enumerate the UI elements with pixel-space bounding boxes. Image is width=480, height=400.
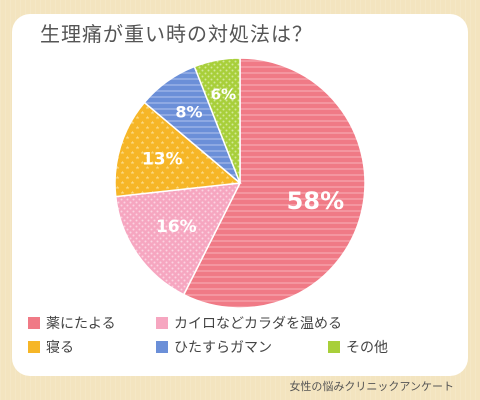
legend-swatch — [156, 341, 168, 353]
pie-slice — [193, 57, 241, 184]
pie-slice — [114, 182, 242, 296]
legend-swatch — [28, 341, 40, 353]
legend-swatch — [28, 317, 40, 329]
legend-label: ひたすらガマン — [174, 340, 272, 356]
slice-label: 8% — [175, 102, 202, 121]
legend-swatch — [328, 341, 340, 353]
chart-title: 生理痛が重い時の対処法は？ — [40, 22, 313, 46]
slice-label: 16% — [156, 217, 197, 237]
pie-slice — [114, 101, 242, 198]
legend-item: ひたすらガマン — [156, 337, 272, 357]
pie-slice — [182, 57, 366, 309]
legend-item: カイロなどカラダを温める — [156, 313, 342, 333]
legend-label: 寝る — [46, 340, 74, 356]
legend-label: カイロなどカラダを温める — [174, 316, 342, 332]
legend-label: その他 — [346, 340, 388, 356]
slice-label: 6% — [211, 86, 236, 104]
source-credit: 女性の悩みクリニックアンケート — [289, 380, 454, 393]
slice-label: 58% — [287, 187, 344, 215]
chart-legend: 薬にたよる カイロなどカラダを温める 寝る ひたすらガマン その他 — [28, 313, 458, 359]
legend-swatch — [156, 317, 168, 329]
legend-item: その他 — [328, 337, 388, 357]
legend-label: 薬にたよる — [46, 316, 116, 332]
legend-item: 薬にたよる — [28, 313, 116, 333]
legend-item: 寝る — [28, 337, 74, 357]
slice-label: 13% — [142, 149, 183, 169]
